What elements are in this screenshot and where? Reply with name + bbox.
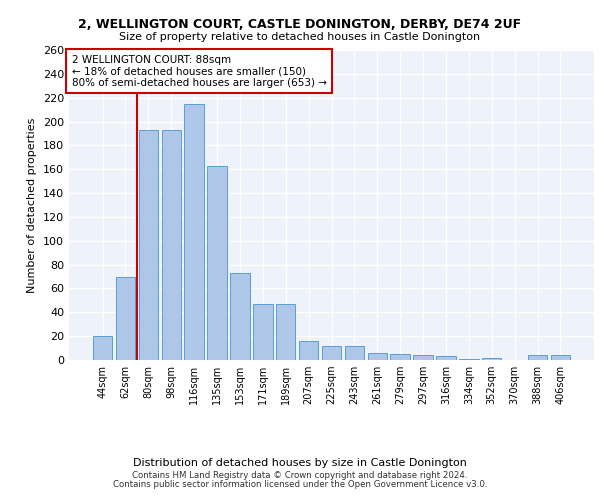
Bar xyxy=(208,166,227,360)
Bar xyxy=(528,355,547,360)
Bar xyxy=(116,276,135,360)
Bar xyxy=(230,273,250,360)
Bar xyxy=(459,359,479,360)
Bar xyxy=(299,341,319,360)
Text: Distribution of detached houses by size in Castle Donington: Distribution of detached houses by size … xyxy=(133,458,467,468)
Bar xyxy=(253,304,272,360)
Text: Size of property relative to detached houses in Castle Donington: Size of property relative to detached ho… xyxy=(119,32,481,42)
Bar xyxy=(276,304,295,360)
Bar xyxy=(139,130,158,360)
Bar xyxy=(482,358,502,360)
Bar xyxy=(322,346,341,360)
Bar xyxy=(436,356,455,360)
Bar xyxy=(551,355,570,360)
Bar xyxy=(344,346,364,360)
Bar xyxy=(161,130,181,360)
Y-axis label: Number of detached properties: Number of detached properties xyxy=(28,118,37,292)
Bar xyxy=(368,353,387,360)
Bar xyxy=(413,355,433,360)
Text: Contains public sector information licensed under the Open Government Licence v3: Contains public sector information licen… xyxy=(113,480,487,489)
Text: 2, WELLINGTON COURT, CASTLE DONINGTON, DERBY, DE74 2UF: 2, WELLINGTON COURT, CASTLE DONINGTON, D… xyxy=(79,18,521,30)
Text: 2 WELLINGTON COURT: 88sqm
← 18% of detached houses are smaller (150)
80% of semi: 2 WELLINGTON COURT: 88sqm ← 18% of detac… xyxy=(71,54,326,88)
Bar xyxy=(93,336,112,360)
Bar xyxy=(184,104,204,360)
Text: Contains HM Land Registry data © Crown copyright and database right 2024.: Contains HM Land Registry data © Crown c… xyxy=(132,471,468,480)
Bar xyxy=(391,354,410,360)
